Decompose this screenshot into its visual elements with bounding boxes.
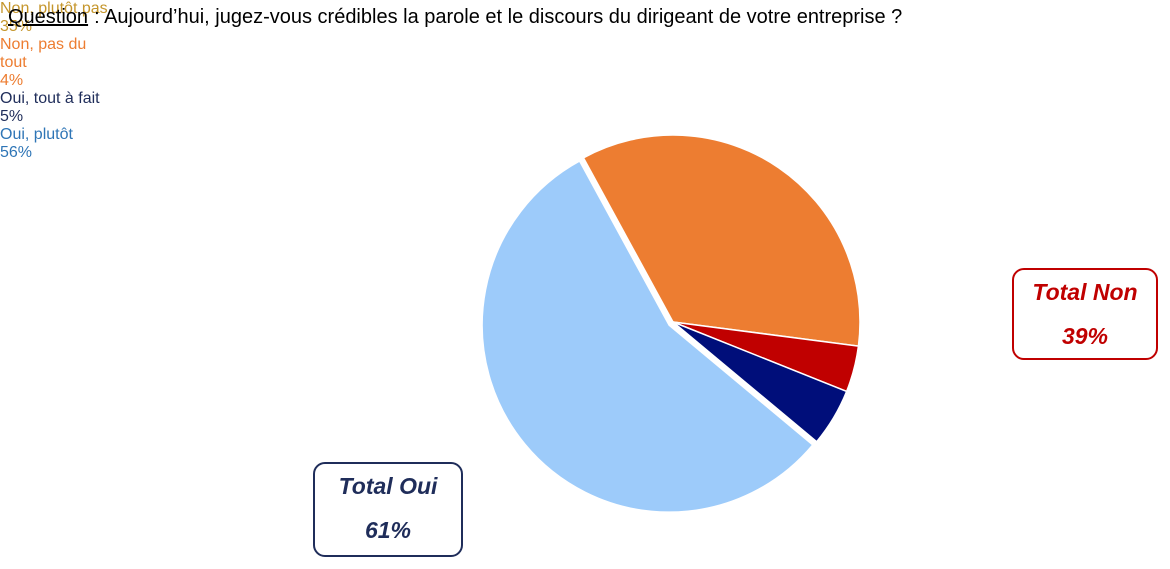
total-value: 61% [364, 517, 412, 543]
slice-label: Oui, plutôt 56% [0, 126, 120, 162]
question-label: Question [8, 6, 89, 28]
pie-slice [481, 159, 814, 513]
slice-label: Oui, tout à fait 5% [0, 90, 110, 126]
category-label: Non, pas du tout [0, 36, 87, 71]
pie-slice [672, 321, 848, 443]
category-label: Oui, tout à fait [0, 90, 100, 107]
value-label: 5% [0, 108, 24, 125]
value-label: 56% [0, 144, 33, 161]
question-text: : Aujourd’hui, jugez-vous crédibles la p… [94, 6, 903, 28]
value-label: 35% [0, 18, 33, 35]
total-title: Total Non [1032, 279, 1138, 305]
slice-label: Non, plutôt pas 35% [0, 0, 110, 36]
category-label: Non, plutôt pas [0, 0, 108, 17]
total-title: Total Oui [338, 473, 438, 499]
value-label: 4% [0, 72, 24, 89]
total-box: Total Non 39% [1012, 268, 1158, 360]
category-label: Oui, plutôt [0, 126, 73, 143]
total-box: Total Oui 61% [313, 462, 463, 557]
slice-label: Non, pas du tout 4% [0, 36, 100, 90]
question: Question: Aujourd’hui, jugez-vous crédib… [8, 6, 902, 29]
pie-slice [582, 134, 861, 347]
total-value: 39% [1061, 323, 1109, 349]
